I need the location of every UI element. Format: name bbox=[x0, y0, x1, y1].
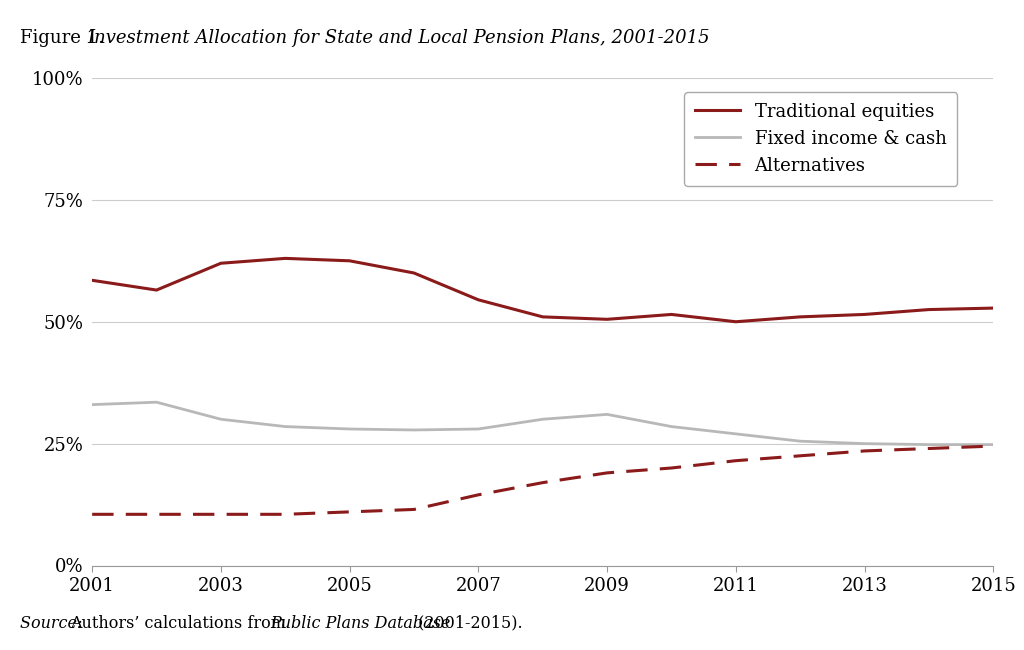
Text: (2001-2015).: (2001-2015). bbox=[413, 615, 522, 632]
Text: Source:: Source: bbox=[20, 615, 88, 632]
Text: Figure 1.: Figure 1. bbox=[20, 29, 111, 47]
Text: Public Plans Database: Public Plans Database bbox=[270, 615, 451, 632]
Text: Investment Allocation for State and Local Pension Plans, 2001-2015: Investment Allocation for State and Loca… bbox=[87, 29, 710, 47]
Legend: Traditional equities, Fixed income & cash, Alternatives: Traditional equities, Fixed income & cas… bbox=[684, 92, 957, 186]
Text: Authors’ calculations from: Authors’ calculations from bbox=[70, 615, 291, 632]
